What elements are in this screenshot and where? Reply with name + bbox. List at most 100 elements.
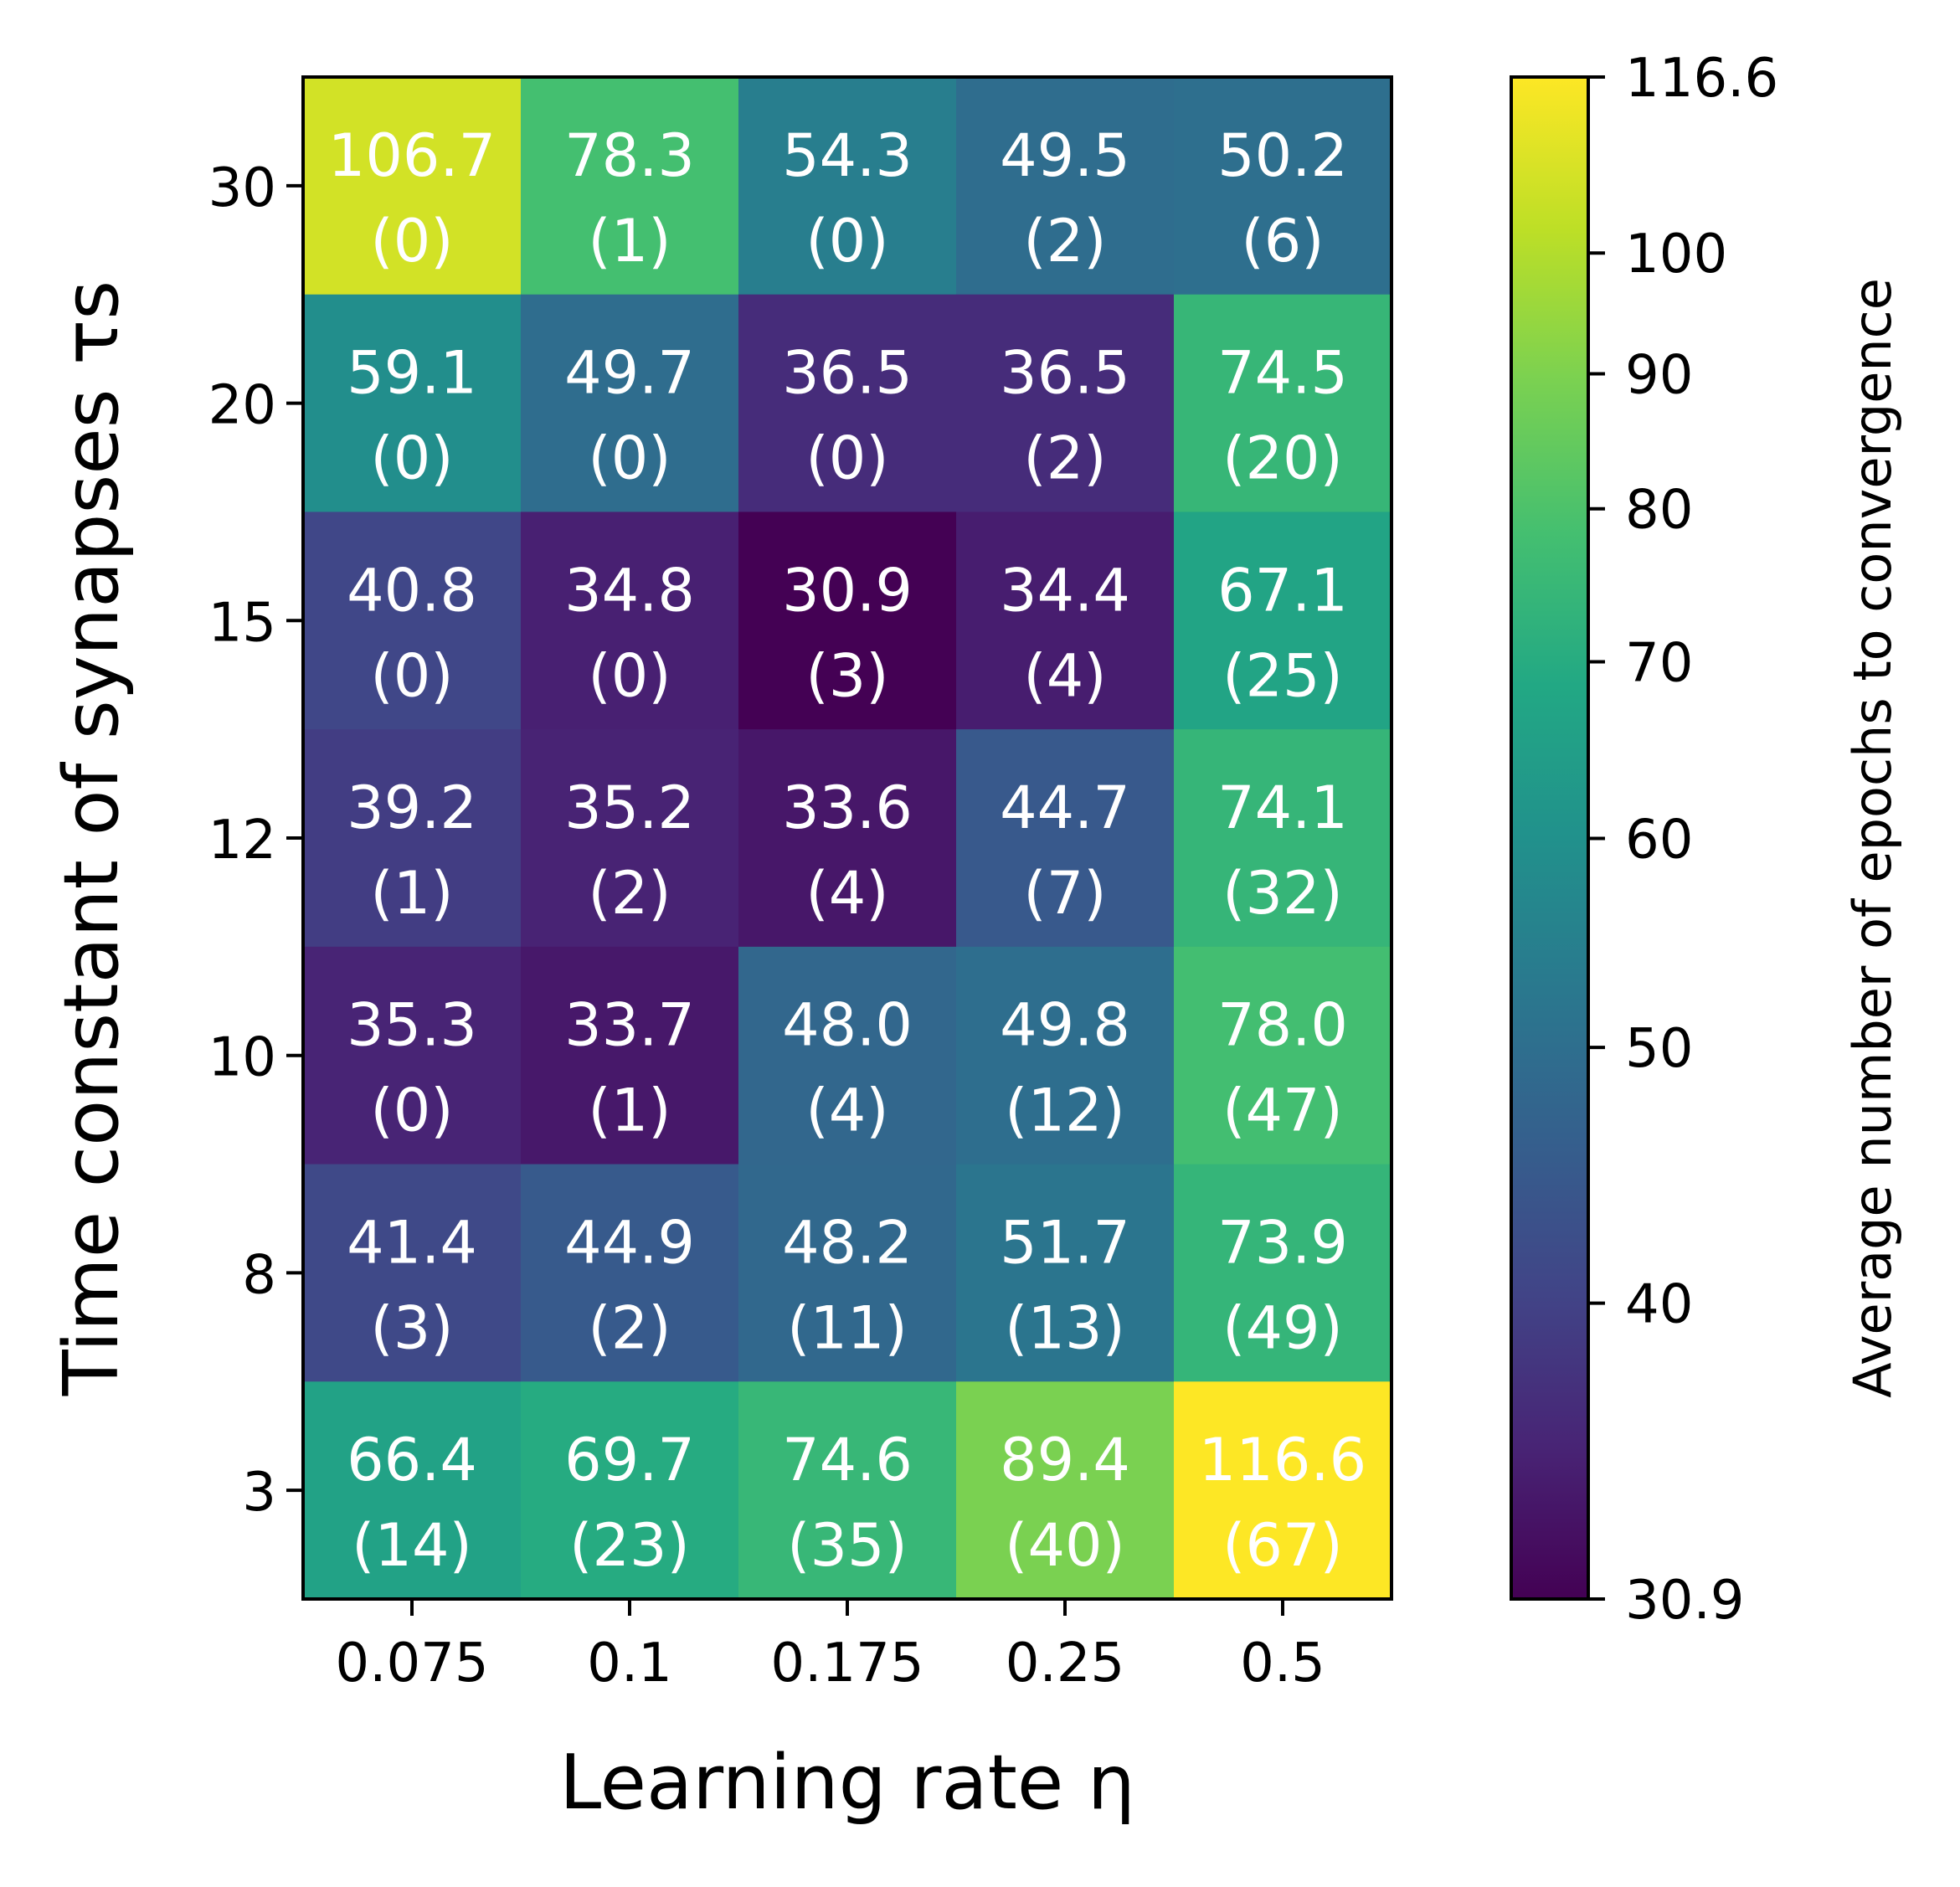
- cell-count-label: (6): [1241, 207, 1324, 275]
- cell-count-label: (0): [588, 641, 671, 710]
- colorbar-tick-label: 60: [1625, 810, 1693, 872]
- cell-count-label: (13): [1005, 1293, 1125, 1362]
- colorbar-tick-label: 100: [1625, 224, 1727, 285]
- cell-value-label: 59.1: [347, 339, 477, 408]
- colorbar: [1510, 75, 1590, 1601]
- cell-value-label: 36.5: [1000, 339, 1130, 408]
- x-tick-label: 0.1: [587, 1632, 672, 1694]
- cell-count-label: (14): [352, 1511, 472, 1580]
- heatmap-cell: [521, 512, 739, 730]
- heatmap-cells: [303, 77, 1392, 1600]
- cell-count-label: (2): [588, 859, 671, 928]
- colorbar-tick-label: 70: [1625, 633, 1693, 695]
- cell-count-label: (0): [805, 424, 888, 493]
- heatmap-cell-labels: 106.7 (0) 78.3 (1) 54.3 (0) 49.5 (2) 50.2 (6) 59.1…: [328, 121, 1366, 1580]
- cell-value-label: 78.0: [1217, 991, 1348, 1060]
- heatmap-cell: [956, 512, 1175, 730]
- x-axis-ticks: 0.075 0.1 0.175 0.25 0.5: [335, 1599, 1325, 1694]
- heatmap-cell: [956, 77, 1175, 296]
- heatmap-cell: [1174, 77, 1392, 296]
- colorbar-ticks: 30.9 40 50 60 70 80 90 100 116.6: [1588, 48, 1778, 1632]
- cell-count-label: (67): [1222, 1511, 1343, 1580]
- cell-count-label: (40): [1005, 1511, 1125, 1580]
- heatmap-cell: [303, 729, 522, 948]
- cell-count-label: (2): [1023, 424, 1106, 493]
- cell-value-label: 89.4: [1000, 1426, 1130, 1494]
- colorbar-tick-label: 50: [1625, 1018, 1693, 1080]
- cell-value-label: 69.7: [564, 1426, 695, 1494]
- cell-count-label: (4): [805, 1077, 888, 1145]
- cell-value-label: 67.1: [1217, 556, 1348, 625]
- cell-count-label: (0): [370, 1077, 453, 1145]
- cell-value-label: 39.2: [347, 774, 477, 842]
- heatmap-cell: [956, 294, 1175, 512]
- cell-count-label: (4): [805, 859, 888, 928]
- heatmap-cell: [521, 1381, 739, 1600]
- heatmap-cell: [738, 512, 957, 730]
- cell-value-label: 35.2: [564, 774, 695, 842]
- heatmap-cell: [303, 294, 522, 512]
- cell-count-label: (7): [1023, 859, 1106, 928]
- cell-value-label: 116.6: [1199, 1426, 1366, 1494]
- colorbar-title: Average number of epochs to convergence: [1842, 278, 1903, 1398]
- cell-value-label: 106.7: [328, 121, 496, 190]
- cell-count-label: (12): [1005, 1077, 1125, 1145]
- cell-value-label: 34.8: [564, 556, 695, 625]
- cell-value-label: 54.3: [782, 121, 913, 190]
- heatmap-cell: [303, 1381, 522, 1600]
- cell-value-label: 33.7: [564, 991, 695, 1060]
- x-tick-label: 0.175: [770, 1632, 923, 1694]
- cell-count-label: (1): [370, 859, 453, 928]
- y-tick-label: 30: [208, 157, 276, 219]
- y-tick-label: 20: [208, 375, 276, 437]
- heatmap-cell: [738, 946, 957, 1165]
- y-tick-label: 15: [208, 592, 276, 654]
- heatmap-cell: [521, 1164, 739, 1382]
- cell-value-label: 78.3: [564, 121, 695, 190]
- cell-value-label: 40.8: [347, 556, 477, 625]
- cell-count-label: (20): [1222, 424, 1343, 493]
- cell-count-label: (0): [805, 207, 888, 275]
- cell-value-label: 73.9: [1217, 1208, 1348, 1277]
- cell-value-label: 30.9: [782, 556, 913, 625]
- heatmap-cell: [521, 294, 739, 512]
- heatmap-cell: [738, 1164, 957, 1382]
- cell-count-label: (3): [805, 641, 888, 710]
- cell-count-label: (0): [370, 207, 453, 275]
- x-tick-label: 0.25: [1006, 1632, 1125, 1694]
- cell-value-label: 51.7: [1000, 1208, 1130, 1277]
- cell-value-label: 49.8: [1000, 991, 1130, 1060]
- heatmap-cell: [1174, 294, 1392, 512]
- cell-count-label: (32): [1222, 859, 1343, 928]
- y-tick-label: 12: [208, 810, 276, 872]
- cell-count-label: (23): [569, 1511, 690, 1580]
- cell-count-label: (2): [588, 1293, 671, 1362]
- cell-value-label: 33.6: [782, 774, 913, 842]
- y-tick-label: 3: [242, 1462, 276, 1524]
- cell-value-label: 66.4: [347, 1426, 477, 1494]
- cell-value-label: 44.7: [1000, 774, 1130, 842]
- cell-value-label: 48.2: [782, 1208, 913, 1277]
- cell-value-label: 44.9: [564, 1208, 695, 1277]
- x-axis-title: Learning rate η: [559, 1739, 1135, 1827]
- cell-value-label: 41.4: [347, 1208, 477, 1277]
- heatmap-cell: [1174, 1164, 1392, 1382]
- heatmap-cell: [521, 729, 739, 948]
- heatmap-cell: [1174, 1381, 1392, 1600]
- cell-count-label: (2): [1023, 207, 1106, 275]
- cell-count-label: (49): [1222, 1293, 1343, 1362]
- cell-value-label: 74.1: [1217, 774, 1348, 842]
- y-tick-label: 8: [242, 1244, 276, 1306]
- cell-count-label: (0): [370, 424, 453, 493]
- colorbar-tick-label: 116.6: [1625, 48, 1778, 110]
- cell-count-label: (1): [588, 1077, 671, 1145]
- cell-count-label: (1): [588, 207, 671, 275]
- heatmap-cell: [303, 512, 522, 730]
- heatmap-cell: [521, 946, 739, 1165]
- cell-value-label: 48.0: [782, 991, 913, 1060]
- colorbar-tick-label: 40: [1625, 1274, 1693, 1336]
- cell-count-label: (3): [370, 1293, 453, 1362]
- cell-count-label: (0): [588, 424, 671, 493]
- heatmap-cell: [303, 946, 522, 1165]
- heatmap-cell: [303, 77, 522, 296]
